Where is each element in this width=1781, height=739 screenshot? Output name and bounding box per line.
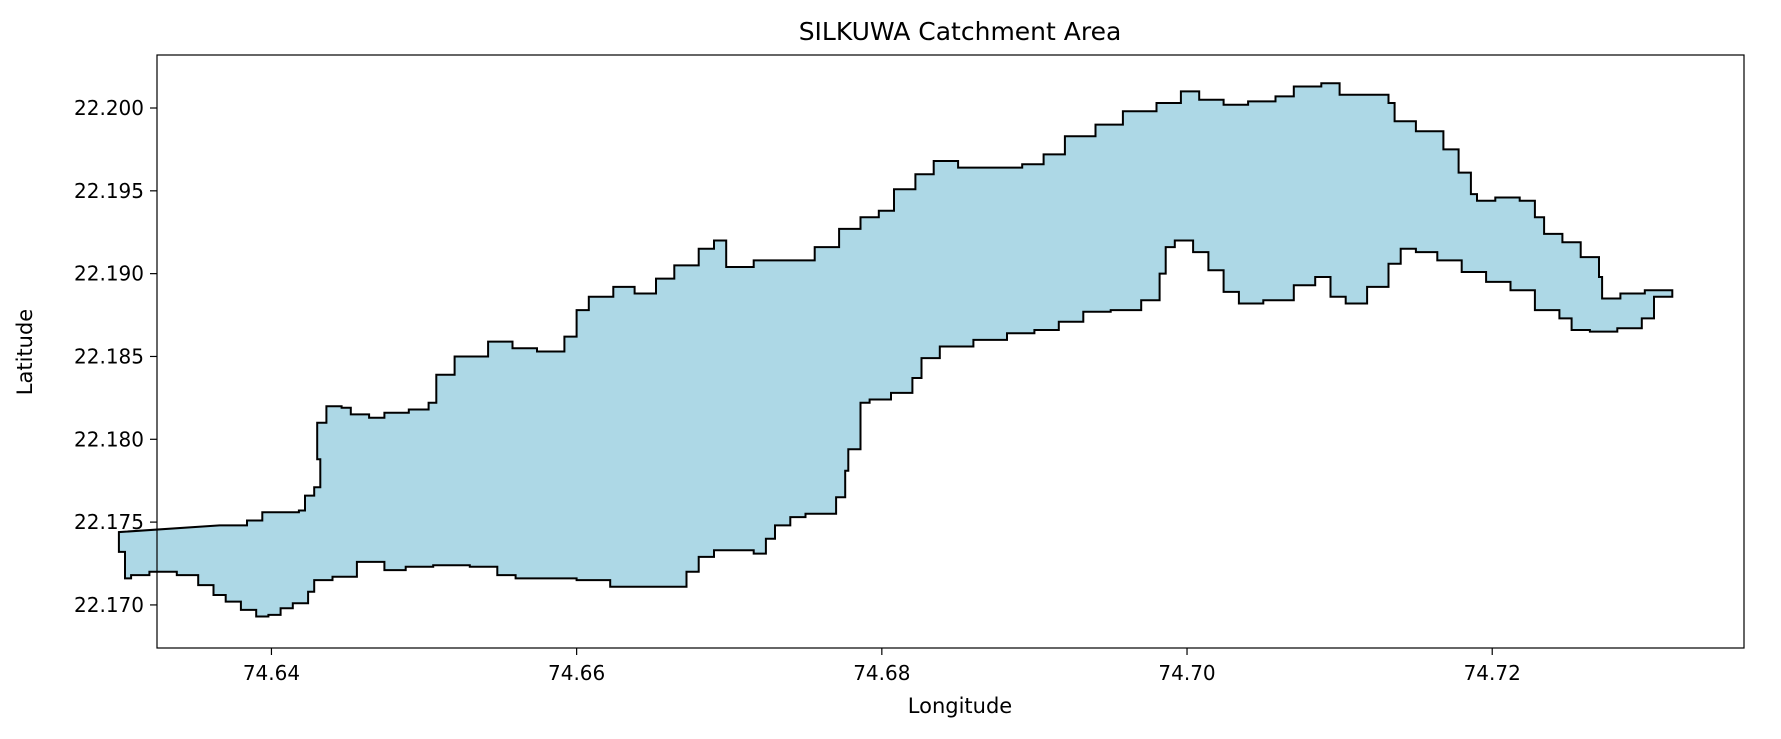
y-tick-label: 22.185: [74, 344, 144, 368]
x-tick-label: 74.66: [548, 661, 605, 685]
y-axis-label: Latitude: [13, 309, 37, 395]
y-tick-label: 22.200: [74, 96, 144, 120]
x-axis-label: Longitude: [908, 694, 1012, 718]
x-tick-label: 74.68: [853, 661, 910, 685]
x-tick-label: 74.72: [1464, 661, 1521, 685]
y-tick-label: 22.175: [74, 510, 144, 534]
x-tick-label: 74.70: [1158, 661, 1215, 685]
y-tick-label: 22.170: [74, 593, 144, 617]
x-axis: 74.64 74.66 74.68 74.70 74.72: [243, 648, 1521, 685]
plot-area: [117, 82, 1674, 618]
y-tick-label: 22.190: [74, 262, 144, 286]
y-axis: 22.170 22.175 22.180 22.185 22.190 22.195 22.2…: [74, 96, 157, 617]
y-tick-label: 22.180: [74, 427, 144, 451]
y-tick-label: 22.195: [74, 179, 144, 203]
x-tick-label: 74.64: [243, 661, 300, 685]
catchment-polygon: [117, 82, 1674, 618]
axes-frame: [156, 54, 1745, 649]
plot-title: SILKUWA Catchment Area: [799, 17, 1122, 46]
